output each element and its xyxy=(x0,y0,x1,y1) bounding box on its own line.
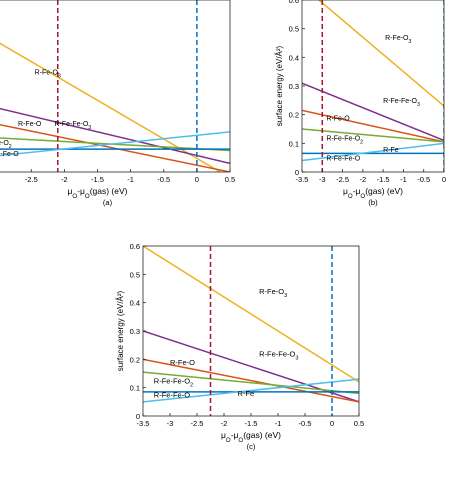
x-tick-label: -2 xyxy=(61,175,68,184)
y-tick-label: 0.5 xyxy=(130,270,140,279)
plot-area-b: R-Fe-O3 R-Fe-Fe-O3 R-Fe-O R-Fe-Fe-O2 R-Fe R-F… xyxy=(302,0,444,172)
series-line-r-fe-fe-o3 xyxy=(0,107,230,165)
y-tick-label: 0.2 xyxy=(289,111,299,120)
series-line-r-fe-o3 xyxy=(0,42,222,172)
x-tick-label: -1.5 xyxy=(91,175,104,184)
series-line-r-fe-fe-o2 xyxy=(143,371,359,395)
y-tick-label: 0.1 xyxy=(289,139,299,148)
plot-area-a: R-Fe-O3 R-Fe-Fe-O3 R-Fe-O R-Fe-Fe-O2R-Fe-Fe… xyxy=(0,0,230,172)
series-label-r-fe: R-Fe xyxy=(238,389,255,398)
x-tick-label: 0 xyxy=(442,175,446,184)
y-axis-label-c: surface energy (eV/Å²) xyxy=(116,290,125,371)
series-line-r-fe-fe-o3 xyxy=(302,82,444,142)
x-tick-label: -1.5 xyxy=(377,175,390,184)
series-line-r-fe-o xyxy=(302,109,444,143)
x-tick-label: 0 xyxy=(195,175,199,184)
x-axis-label-b: μO-μO(gas) (eV) xyxy=(343,186,403,200)
panel-caption-c: (c) xyxy=(247,442,256,451)
series-label-r-fe-fe-o3: R-Fe-Fe-O3 xyxy=(383,98,420,108)
x-tick-label: -0.5 xyxy=(299,419,312,428)
series-label-r-fe: R-Fe xyxy=(383,147,399,154)
x-tick-label: -2 xyxy=(360,175,367,184)
series-label-r-fe-fe-o3: R-Fe-Fe-O3 xyxy=(54,121,91,131)
series-line-r-fe-fe-o xyxy=(143,378,359,403)
x-tick-label: -1 xyxy=(127,175,134,184)
y-tick-label: 0 xyxy=(136,412,140,421)
series-label-r-fe-o3: R-Fe-O3 xyxy=(385,35,411,45)
chart-panel-c: R-Fe-O3 R-Fe-Fe-O3 R-Fe-O R-Fe-Fe-O2 R-Fe R-F… xyxy=(116,242,364,451)
y-tick-label: 0.3 xyxy=(130,327,140,336)
series-line-r-fe-fe-o xyxy=(302,142,444,162)
x-tick-label: -3 xyxy=(167,419,174,428)
series-label-r-fe-fe-o3: R-Fe-Fe-O3 xyxy=(259,350,298,362)
x-tick-label: -1 xyxy=(400,175,407,184)
y-tick-label: 0.6 xyxy=(130,242,140,251)
x-tick-label: 0.5 xyxy=(354,419,364,428)
series-label-r-fe-o: R-Fe-O xyxy=(18,121,42,128)
x-tick-label: -2 xyxy=(221,419,228,428)
y-tick-label: 0.4 xyxy=(130,299,140,308)
plot-area-c: R-Fe-O3 R-Fe-Fe-O3 R-Fe-O R-Fe-Fe-O2 R-Fe R-F… xyxy=(143,246,359,416)
series-label-r-fe-fe-o: R-Fe-Fe-O xyxy=(0,151,19,158)
series-label-r-fe-fe-o2: R-Fe-Fe-O2 xyxy=(154,376,193,388)
x-axis-label-c: μO-μO(gas) (eV) xyxy=(221,430,281,444)
series-line-r-fe-o3 xyxy=(143,246,359,383)
y-tick-label: 0.5 xyxy=(289,25,299,34)
series-label-r-fe-fe-o: R-Fe-Fe-O xyxy=(326,156,360,163)
series-label-r-fe-o3: R-Fe-O3 xyxy=(35,70,61,80)
panel-caption-a: (a) xyxy=(103,198,113,207)
x-tick-label: -1 xyxy=(275,419,282,428)
x-tick-label: -2.5 xyxy=(336,175,349,184)
chart-panel-b: R-Fe-O3 R-Fe-Fe-O3 R-Fe-O R-Fe-Fe-O2 R-Fe R-F… xyxy=(275,0,446,207)
series-label-r-fe-o3: R-Fe-O3 xyxy=(259,287,287,299)
series-label-r-fe-fe-o2: R-Fe-Fe-O2 xyxy=(326,135,363,145)
panel-caption-b: (b) xyxy=(368,198,378,207)
x-tick-label: 0 xyxy=(330,419,334,428)
y-tick-label: 0.4 xyxy=(289,53,299,62)
x-tick-label: -3.5 xyxy=(137,419,150,428)
y-tick-label: 0.3 xyxy=(289,82,299,91)
series-label-r-fe-o: R-Fe-O xyxy=(170,358,195,367)
series-line-r-fe-fe-o2 xyxy=(302,128,444,143)
series-line-r-fe-fe-o2 xyxy=(0,137,230,152)
x-axis-label-a: μO-μO(gas) (eV) xyxy=(68,186,128,200)
x-tick-label: -2.5 xyxy=(191,419,204,428)
x-tick-label: -0.5 xyxy=(417,175,430,184)
x-tick-label: -1.5 xyxy=(245,419,258,428)
x-tick-label: -2.5 xyxy=(25,175,38,184)
series-label-r-fe-o: R-Fe-O xyxy=(326,115,350,122)
series-label-r-fe-fe-o2: R-Fe-Fe-O2 xyxy=(0,140,12,150)
series-label-r-fe-fe-o: R-Fe-Fe-O xyxy=(154,391,190,400)
chart-panel-a: R-Fe-O3 R-Fe-Fe-O3 R-Fe-O R-Fe-Fe-O2R-Fe-Fe… xyxy=(0,0,235,207)
series-line-r-fe-o xyxy=(143,358,359,403)
x-tick-label: -3 xyxy=(319,175,326,184)
y-tick-label: 0 xyxy=(295,168,299,177)
y-tick-label: 0.6 xyxy=(289,0,299,5)
x-tick-label: -0.5 xyxy=(157,175,170,184)
y-tick-label: 0.2 xyxy=(130,355,140,364)
y-axis-label-b: surface energy (eV/Å²) xyxy=(275,45,284,126)
series-line-r-fe-fe-o xyxy=(0,131,230,157)
x-tick-label: -3.5 xyxy=(296,175,309,184)
series-line-r-fe-o3 xyxy=(317,0,444,107)
x-tick-label: 0.5 xyxy=(225,175,235,184)
y-tick-label: 0.1 xyxy=(130,384,140,393)
axes-frame-a xyxy=(0,0,231,173)
